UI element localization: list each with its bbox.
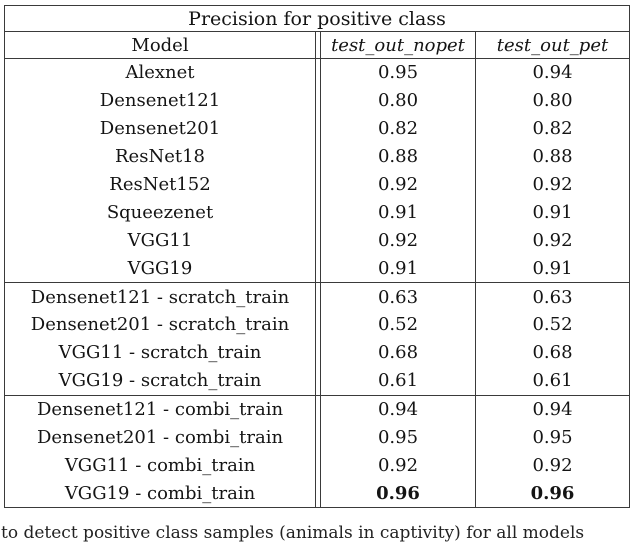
precision-nopet-cell: 0.82 — [320, 114, 476, 143]
model-name-cell: Densenet121 — [5, 86, 316, 115]
table-row: VGG11 0.92 0.92 — [5, 226, 629, 255]
table-row: VGG19 - combi_train 0.96 0.96 — [5, 479, 629, 508]
table-row: Densenet121 0.80 0.80 — [5, 86, 629, 115]
table-row: Densenet201 - scratch_train 0.52 0.52 — [5, 311, 629, 339]
table-row: Densenet201 0.82 0.82 — [5, 114, 629, 143]
precision-pet-cell: 0.52 — [532, 314, 573, 336]
precision-pet-cell: 0.61 — [532, 370, 573, 392]
precision-table: Precision for positive class Model test_… — [4, 5, 630, 509]
precision-pet-cell: 0.82 — [532, 118, 573, 140]
precision-pet-cell: 0.92 — [532, 454, 573, 476]
table-row: Squeezenet 0.91 0.91 — [5, 198, 629, 227]
model-name-cell: VGG19 — [5, 254, 316, 283]
precision-pet-cell: 0.80 — [532, 90, 573, 112]
precision-pet-cell: 0.92 — [532, 229, 573, 251]
precision-nopet-cell: 0.96 — [320, 479, 476, 508]
table-title: Precision for positive class — [5, 6, 629, 32]
model-name-cell: Alexnet — [5, 59, 316, 87]
model-name-cell: Densenet121 - combi_train — [5, 395, 316, 424]
table-row: VGG19 0.91 0.91 — [5, 254, 629, 283]
precision-nopet-cell: 0.92 — [320, 170, 476, 199]
column-header-test-out-pet: test_out_pet — [496, 34, 609, 56]
table-body: Alexnet 0.95 0.94 Densenet121 0.80 0.80 … — [5, 59, 629, 508]
model-name-cell: Densenet201 — [5, 114, 316, 143]
precision-pet-cell: 0.92 — [532, 174, 573, 195]
table-header-row: Model test_out_nopet test_out_pet — [5, 32, 629, 59]
precision-pet-cell: 0.88 — [532, 146, 573, 168]
precision-nopet-cell: 0.91 — [320, 198, 476, 227]
model-name-cell: VGG11 — [5, 226, 316, 255]
model-name-cell: ResNet152 — [5, 170, 316, 199]
table-row: Alexnet 0.95 0.94 — [5, 59, 629, 87]
precision-nopet-cell: 0.95 — [320, 59, 476, 87]
precision-pet-cell: 0.95 — [532, 427, 573, 449]
precision-nopet-cell: 0.63 — [320, 283, 476, 312]
precision-nopet-cell: 0.91 — [320, 254, 476, 283]
model-name-cell: ResNet18 — [5, 142, 316, 171]
precision-pet-cell: 0.91 — [532, 257, 573, 279]
column-header-model: Model — [5, 32, 316, 58]
precision-nopet-cell: 0.68 — [320, 338, 476, 367]
table-row: Densenet121 - scratch_train 0.63 0.63 — [5, 282, 629, 312]
precision-pet-cell: 0.96 — [530, 482, 575, 504]
table-row: Densenet121 - combi_train 0.94 0.94 — [5, 394, 629, 424]
table-row: VGG19 - scratch_train 0.61 0.61 — [5, 366, 629, 395]
table-row: ResNet18 0.88 0.88 — [5, 142, 629, 171]
table-row: ResNet152 0.92 0.92 — [5, 170, 629, 199]
precision-nopet-cell: 0.92 — [320, 226, 476, 255]
precision-nopet-cell: 0.88 — [320, 142, 476, 171]
model-name-cell: VGG19 - scratch_train — [5, 366, 316, 395]
precision-pet-cell: 0.94 — [532, 62, 573, 84]
table-row: VGG11 - combi_train 0.92 0.92 — [5, 451, 629, 480]
table-row: VGG11 - scratch_train 0.68 0.68 — [5, 338, 629, 367]
model-name-cell: Squeezenet — [5, 198, 316, 227]
precision-nopet-cell: 0.95 — [320, 423, 476, 452]
precision-pet-cell: 0.68 — [532, 342, 573, 364]
model-name-cell: VGG11 - scratch_train — [5, 338, 316, 367]
model-name-cell: VGG19 - combi_train — [5, 479, 316, 508]
precision-nopet-cell: 0.80 — [320, 86, 476, 115]
model-name-cell: VGG11 - combi_train — [5, 451, 316, 480]
precision-nopet-cell: 0.94 — [320, 395, 476, 424]
precision-pet-cell: 0.63 — [532, 286, 573, 308]
precision-pet-cell: 0.94 — [532, 399, 573, 421]
model-name-cell: Densenet121 - scratch_train — [5, 283, 316, 312]
caption-text: to detect positive class samples (animal… — [1, 523, 585, 543]
table-row: Densenet201 - combi_train 0.95 0.95 — [5, 423, 629, 452]
precision-nopet-cell: 0.61 — [320, 366, 476, 395]
model-name-cell: Densenet201 - scratch_train — [5, 311, 316, 339]
column-header-test-out-nopet: test_out_nopet — [320, 32, 476, 58]
precision-pet-cell: 0.91 — [532, 201, 573, 223]
precision-nopet-cell: 0.52 — [320, 311, 476, 339]
model-name-cell: Densenet201 - combi_train — [5, 423, 316, 452]
precision-nopet-cell: 0.92 — [320, 451, 476, 480]
